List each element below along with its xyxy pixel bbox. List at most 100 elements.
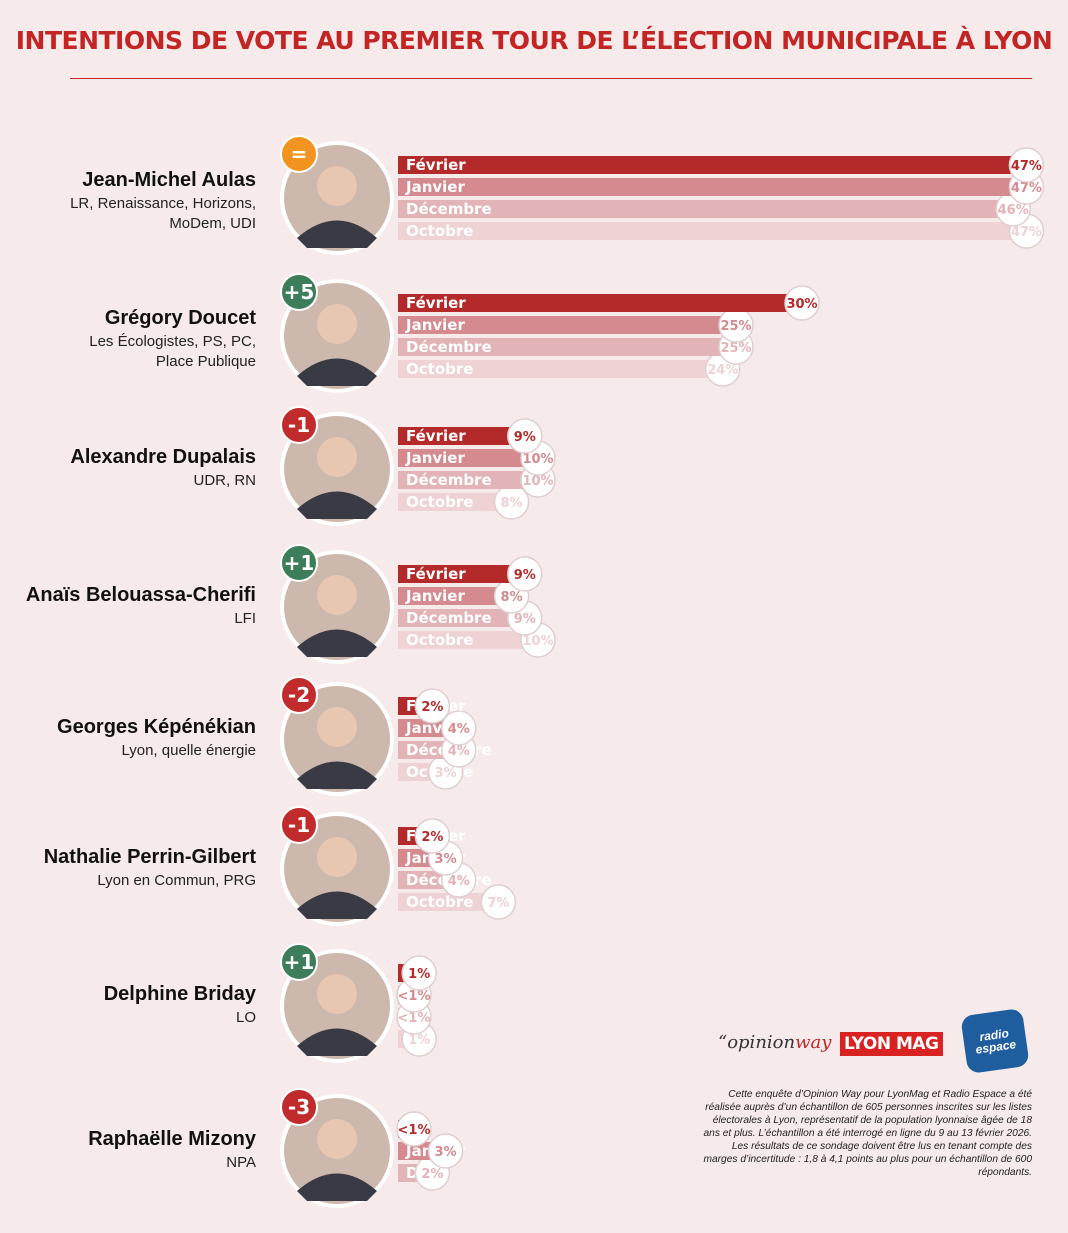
change-label: -1 [288,413,310,437]
change-badge [280,273,318,311]
bar [398,493,504,511]
candidate-party: Lyon en Commun, PRG [97,872,256,889]
portrait-face [317,304,357,344]
change-label: = [291,142,308,166]
value-label: 2% [421,1167,443,1182]
candidate-name: Anaïs Belouassa-Cherifi [26,584,256,606]
bar [398,871,451,889]
value-label: 1% [408,1033,430,1048]
value-badge [441,710,477,746]
candidate-party: LR, Renaissance, Horizons, [70,195,256,212]
value-label: 30% [786,297,817,312]
bar-label: Février [406,294,466,312]
value-label: 46% [998,203,1029,218]
bar [398,178,1019,196]
candidate-party: Place Publique [156,353,256,370]
candidate-party: Les Écologistes, PS, PC, [89,333,256,350]
value-badge [480,884,517,920]
bar [398,316,728,334]
value-label: 4% [448,722,470,737]
portrait-body [297,629,377,657]
value-label: <1% [398,989,431,1004]
value-badge [784,285,820,321]
value-label: 25% [720,341,751,356]
value-badge [414,818,451,854]
title-divider [70,78,1032,79]
portrait-face [317,837,357,877]
bar-label: Décembre [406,200,492,218]
value-label: 4% [448,874,470,889]
candidate-group: Raphaëlle MizonyNPADéc.2%Janvier3%<1%-3 [88,1088,465,1208]
change-badge [280,135,318,173]
value-badge [1008,147,1045,183]
radio-espace-logo: radio espace [960,1007,1030,1075]
change-badge [280,1088,318,1126]
portrait-body [297,220,377,248]
candidate-name: Grégory Doucet [105,307,256,329]
bar-label: Octobre [406,493,473,511]
portrait-face [317,166,357,206]
candidate-name: Jean-Michel Aulas [82,169,256,191]
bar-label: Décembre [406,609,492,627]
value-label: 25% [720,319,751,334]
value-label: 1% [408,967,430,982]
candidate-party: NPA [226,1154,256,1171]
bar [398,849,438,867]
value-badge [396,1111,432,1147]
bar [398,471,530,489]
value-label: 2% [421,700,443,715]
portrait-face [317,437,357,477]
bar-label: Janvier [405,178,465,196]
value-label: 3% [435,766,457,781]
portrait-body [297,761,377,789]
bar [398,893,491,911]
change-label: -1 [288,813,310,837]
bar [398,565,517,583]
bar-label: Octobre [406,222,473,240]
bar [398,338,728,356]
change-label: +5 [284,280,315,304]
change-label: +1 [284,551,315,575]
value-label: <1% [398,1011,431,1026]
candidate-party: LO [236,1009,256,1026]
value-label: 47% [1011,225,1042,240]
portrait-body [297,1028,377,1056]
bar [398,200,1006,218]
bar [398,1142,438,1160]
candidate-party: LFI [234,610,256,627]
candidate-name: Raphaëlle Mizony [88,1128,257,1150]
bar [398,587,504,605]
bar [398,156,1019,174]
bar [398,449,530,467]
bar [398,222,1019,240]
portrait-face [317,575,357,615]
value-label: 8% [501,590,523,605]
portrait-face [317,974,357,1014]
value-badge [507,418,543,454]
bar [398,609,517,627]
value-label: 3% [435,1145,457,1160]
methodology-note: Cette enquête d’Opinion Way pour LyonMag… [703,1089,1033,1178]
portrait-face [317,707,357,747]
page-title: INTENTIONS DE VOTE AU PREMIER TOUR DE L’… [15,26,1053,55]
bar-label: Janvier [405,449,465,467]
value-badge [414,688,451,724]
value-badge [427,1133,464,1169]
bar [398,719,451,737]
candidate-party: MoDem, UDI [169,215,256,232]
bar-label: Janvier [405,316,465,334]
value-label: 10% [522,474,553,489]
candidate-name: Georges Képénékian [57,716,256,738]
candidate-party: Lyon, quelle énergie [121,742,256,759]
bar-label: Février [406,565,466,583]
change-badge [280,943,318,981]
portrait-body [297,491,377,519]
portrait-body [297,1173,377,1201]
change-badge [280,406,318,444]
lyonmag-logo: LYON MAG [840,1032,943,1056]
value-badge [507,556,543,592]
bar [398,763,438,781]
value-label: 24% [707,363,738,378]
candidate-party: UDR, RN [194,472,257,489]
